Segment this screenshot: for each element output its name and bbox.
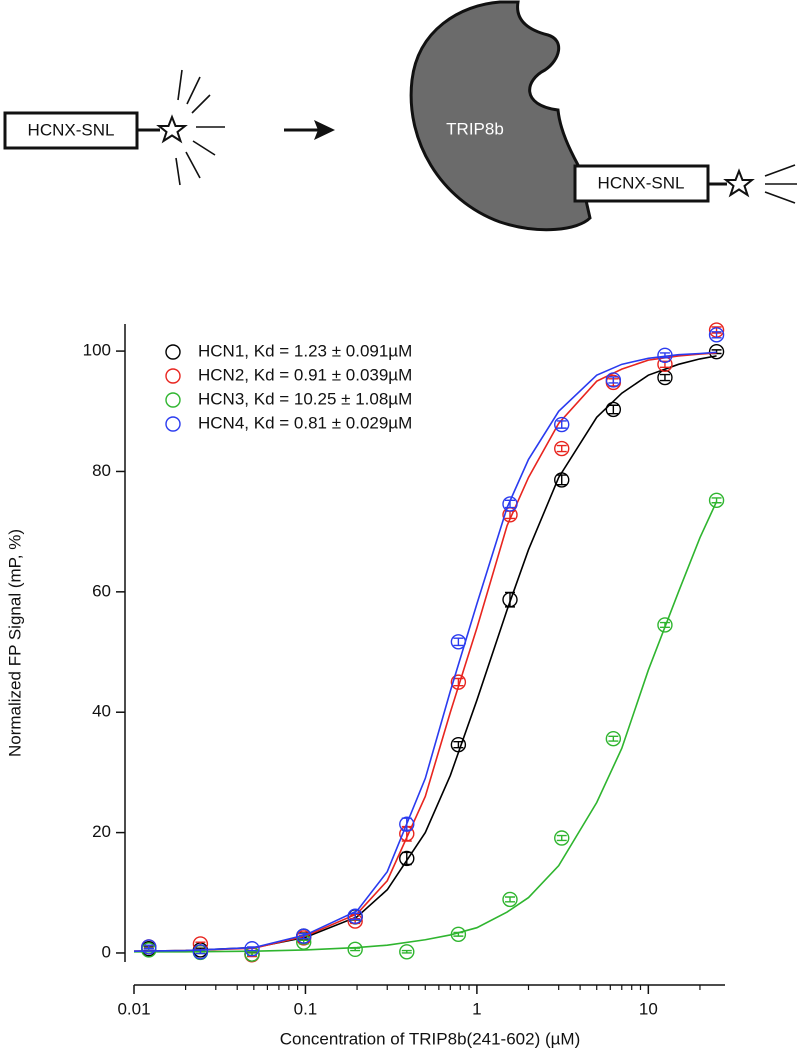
x-tick-label: 10 [639,999,658,1018]
legend-marker [165,392,181,408]
x-tick-label: 0.01 [117,999,150,1018]
error-bar [350,947,361,952]
error-bar [453,677,464,687]
y-tick-label: 20 [92,822,111,841]
emission-rays [175,69,225,186]
y-tick-label: 60 [92,581,111,600]
error-bar [453,637,464,647]
y-tick-label: 80 [92,461,111,480]
data-point [450,737,467,753]
fit-curve [133,351,717,952]
error-bar [711,331,722,339]
y-axis-label: Normalized FP Signal (mP, %) [5,529,24,757]
legend-label: HCN4, Kd = 0.81 ± 0.029µM [198,413,412,432]
error-bar [195,949,206,955]
data-point [141,939,157,955]
data-point [554,830,570,846]
bound-emission-rays [764,164,797,204]
error-bar [556,444,567,453]
data-point [347,908,363,924]
error-bar [556,420,567,429]
error-bar [556,474,567,486]
data-point [502,591,518,608]
data-point [708,492,725,509]
legend-marker [165,416,181,432]
bound-fluorophore [723,168,755,198]
data-point [399,944,415,960]
bound-peptide-label: HCNX-SNL [598,173,685,192]
data-point [450,926,467,943]
error-bar [350,912,361,920]
data-point [657,347,673,363]
error-bar [401,949,412,954]
data-point [657,369,673,386]
y-tick-label: 100 [83,341,111,360]
fit-curve [133,355,717,952]
trip8b-protein [409,0,592,232]
data-point [399,850,415,867]
data-point [192,944,209,960]
schematic: HCNX-SNL TRIP8b HCNX-SNL [3,0,797,232]
arrow-head [314,120,335,140]
protein-label: TRIP8b [446,119,504,138]
peptide-box [3,111,139,150]
error-bar [608,376,619,384]
data-point [502,496,518,512]
legend-marker [165,344,181,360]
error-bar [711,497,722,504]
error-bar [298,933,309,940]
data-point [347,941,363,958]
error-bar [505,499,516,509]
fit-curve [133,352,717,952]
error-bar [659,373,670,382]
data-point [244,941,260,957]
data-point [399,816,415,832]
fluorophore [156,114,188,144]
legend-label: HCN3, Kd = 10.25 ± 1.08µM [198,389,412,408]
error-bar [659,352,670,359]
error-bar [143,944,154,950]
legend-label: HCN1, Kd = 1.23 ± 0.091µM [198,341,412,360]
data-point [450,674,467,690]
bound-peptide-box [573,164,710,203]
data-point [502,891,518,908]
error-bar [608,735,619,742]
error-bar [608,404,619,415]
data-point [708,327,725,343]
fit-curve [134,501,718,953]
error-bar [505,591,516,608]
data-point [605,731,622,747]
data-point [605,401,622,418]
error-bar [505,896,516,903]
y-tick-label: 40 [92,702,111,721]
data-point [450,634,467,650]
data-point [708,343,725,360]
data-point [554,440,570,457]
y-tick-label: 0 [102,942,111,961]
data-point [296,928,312,944]
legend-marker [165,368,181,384]
data-point [554,472,570,488]
legend-label: HCN2, Kd = 0.91 ± 0.039µM [198,365,412,384]
error-bar [556,834,567,842]
x-tick-label: 1 [472,999,481,1018]
error-bar [453,741,464,749]
x-axis-label: Concentration of TRIP8b(241-602) (µM) [280,1029,581,1048]
error-bar [659,621,670,629]
data-point [657,617,673,633]
error-bar [247,946,258,952]
data-point [605,372,622,388]
data-point [554,416,570,433]
peptide-label: HCNX-SNL [28,120,115,139]
error-bar [453,931,464,937]
x-tick-label: 0.1 [294,999,318,1018]
